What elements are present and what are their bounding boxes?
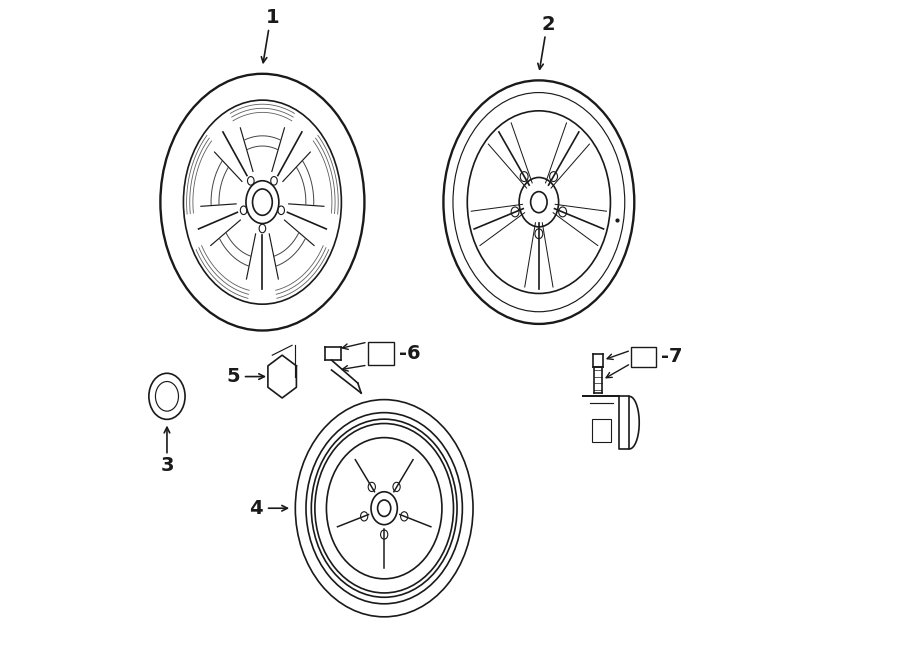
Bar: [631, 347, 656, 367]
Text: 4: 4: [249, 498, 263, 518]
Bar: [591, 419, 611, 442]
Text: 5: 5: [226, 367, 239, 386]
Text: -7: -7: [662, 347, 683, 366]
Text: 1: 1: [266, 9, 279, 27]
Text: 3: 3: [160, 456, 174, 475]
Bar: [368, 342, 394, 365]
Text: -6: -6: [400, 344, 421, 363]
Text: 2: 2: [542, 15, 555, 34]
